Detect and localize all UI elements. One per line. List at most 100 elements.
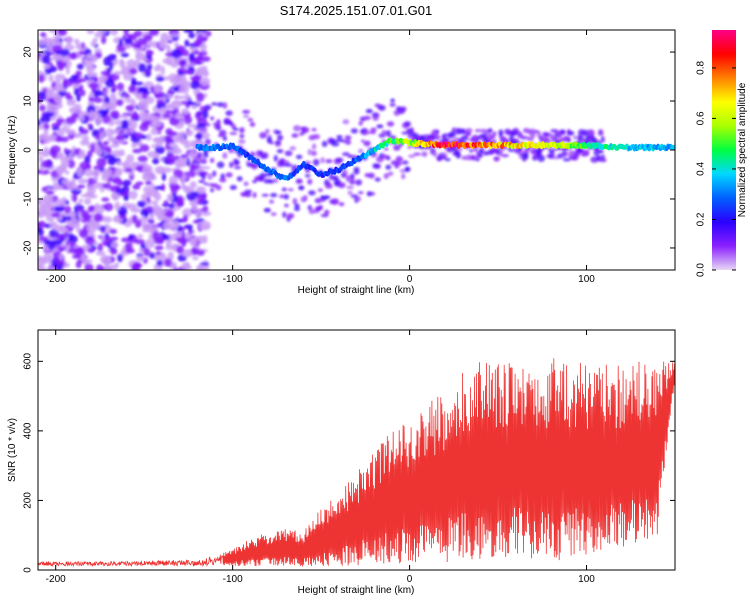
- heatmap-noise-blob: [86, 65, 91, 74]
- heatmap-halo-blob: [321, 140, 328, 148]
- heatmap-halo-blob: [251, 179, 258, 184]
- spectrogram-x-label: Height of straight line (km): [298, 285, 415, 296]
- heatmap-halo-blob: [600, 135, 605, 143]
- heatmap-noise-blob: [78, 149, 86, 158]
- heatmap-noise-blob: [47, 240, 56, 250]
- heatmap-noise-blob: [161, 166, 172, 174]
- heatmap-noise-blob: [99, 109, 110, 115]
- heatmap-noise-blob: [190, 105, 198, 110]
- heatmap-noise-blob: [156, 214, 168, 221]
- heatmap-noise-blob: [184, 69, 194, 75]
- heatmap-noise-blob: [118, 169, 123, 176]
- heatmap-halo-blob: [488, 128, 493, 134]
- heatmap-noise-blob: [59, 48, 71, 57]
- heatmap-noise-blob: [88, 82, 100, 89]
- heatmap-noise-blob: [202, 37, 207, 42]
- heatmap-noise-blob: [108, 236, 119, 241]
- heatmap-halo-blob: [269, 199, 275, 204]
- heatmap-noise-blob: [141, 38, 148, 46]
- heatmap-halo-blob: [229, 184, 237, 190]
- heatmap-noise-blob: [195, 68, 200, 74]
- heatmap-noise-blob: [168, 175, 179, 185]
- heatmap-halo-blob: [311, 127, 317, 132]
- heatmap-noise-blob: [38, 155, 44, 163]
- heatmap-noise-blob: [77, 208, 83, 212]
- heatmap-noise-blob: [184, 39, 190, 47]
- heatmap-halo-blob: [399, 106, 407, 112]
- heatmap-halo-blob: [562, 158, 571, 162]
- heatmap-halo-blob: [461, 135, 469, 141]
- heatmap-noise-blob: [122, 114, 129, 119]
- heatmap-noise-blob: [103, 216, 113, 223]
- heatmap-noise-blob: [65, 65, 70, 75]
- heatmap-noise-blob: [120, 68, 126, 76]
- heatmap-noise-blob: [123, 129, 129, 134]
- heatmap-noise-blob: [202, 234, 208, 244]
- heatmap-noise-blob: [137, 155, 148, 163]
- heatmap-noise-blob: [117, 206, 128, 216]
- heatmap-noise-blob: [59, 163, 68, 173]
- heatmap-halo-blob: [399, 156, 404, 162]
- heatmap-noise-blob: [147, 63, 153, 71]
- heatmap-halo-blob: [205, 123, 211, 127]
- heatmap-noise-blob: [114, 70, 123, 75]
- heatmap-noise-blob: [160, 106, 166, 116]
- heatmap-noise-blob: [45, 190, 55, 195]
- heatmap-halo-blob: [215, 184, 222, 191]
- heatmap-noise-blob: [57, 30, 65, 34]
- heatmap-halo-blob: [194, 134, 200, 139]
- heatmap-noise-blob: [118, 38, 123, 47]
- heatmap-noise-blob: [200, 191, 207, 200]
- heatmap-halo-blob: [381, 129, 387, 136]
- heatmap-noise-blob: [132, 110, 138, 121]
- snr-frame: [37, 329, 676, 571]
- heatmap-noise-blob: [132, 214, 138, 224]
- heatmap-halo-blob: [228, 161, 234, 168]
- heatmap-noise-blob: [38, 255, 44, 263]
- heatmap-halo-blob: [342, 152, 350, 157]
- heatmap-halo-blob: [308, 208, 316, 215]
- heatmap-halo-blob: [492, 131, 497, 136]
- heatmap-noise-blob: [146, 195, 151, 203]
- heatmap-halo-blob: [451, 127, 457, 135]
- heatmap-noise-blob: [82, 58, 91, 63]
- x-tick-label: 100: [578, 574, 595, 585]
- heatmap-noise-blob: [66, 100, 76, 107]
- heatmap-noise-blob: [139, 144, 150, 152]
- heatmap-noise-blob: [64, 263, 70, 268]
- heatmap-halo-blob: [331, 142, 340, 147]
- heatmap-noise-blob: [183, 30, 194, 33]
- heatmap-halo-blob: [211, 102, 218, 106]
- heatmap-halo-blob: [261, 152, 269, 159]
- heatmap-noise-blob: [55, 260, 64, 265]
- heatmap-halo-blob: [216, 161, 225, 169]
- heatmap-noise-blob: [133, 132, 143, 138]
- heatmap-noise-blob: [165, 210, 174, 218]
- y-tick-label: 0: [23, 147, 34, 153]
- heatmap-noise-blob: [63, 147, 69, 155]
- heatmap-noise-blob: [167, 93, 173, 100]
- heatmap-noise-blob: [199, 43, 207, 52]
- heatmap-halo-blob: [370, 127, 377, 132]
- heatmap-noise-blob: [101, 145, 112, 151]
- heatmap-noise-blob: [92, 223, 102, 230]
- heatmap-noise-blob: [109, 228, 118, 235]
- heatmap-noise-blob: [184, 189, 192, 194]
- heatmap-noise-blob: [154, 185, 164, 191]
- heatmap-halo-blob: [312, 158, 320, 166]
- heatmap-noise-blob: [181, 240, 187, 247]
- heatmap-noise-blob: [96, 264, 104, 270]
- heatmap-noise-blob: [174, 159, 186, 168]
- heatmap-noise-blob: [70, 211, 76, 219]
- heatmap-noise-blob: [83, 214, 93, 219]
- heatmap-noise-blob: [103, 262, 110, 270]
- heatmap-noise-blob: [196, 92, 205, 102]
- heatmap-noise-blob: [71, 112, 79, 119]
- heatmap-halo-blob: [232, 127, 239, 131]
- heatmap-halo-blob: [559, 129, 566, 135]
- heatmap-halo-blob: [385, 130, 392, 137]
- heatmap-halo-blob: [355, 179, 363, 186]
- heatmap-halo-blob: [344, 139, 352, 145]
- heatmap-halo-blob: [360, 139, 365, 143]
- heatmap-noise-blob: [176, 200, 184, 208]
